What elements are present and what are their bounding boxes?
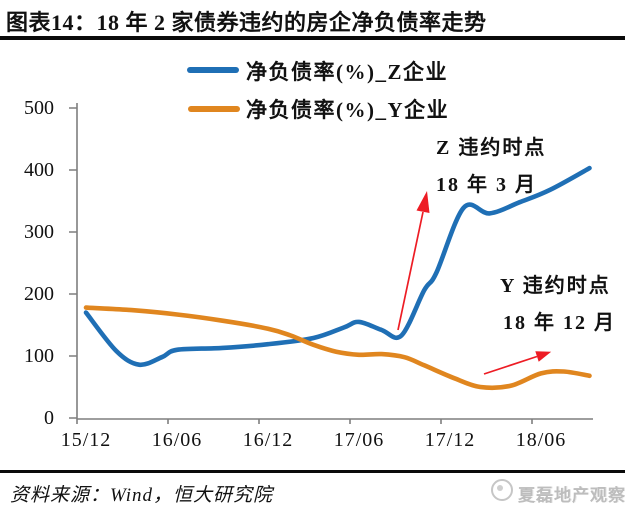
y-tick-label-500: 500 [24,97,54,119]
z-default-annotation-line1: Z 违约时点 [436,137,547,159]
x-tick-label-0: 15/12 [60,429,112,451]
y-tick-label-100: 100 [24,345,54,367]
z-default-annotation-line2: 18 年 3 月 [436,174,537,196]
x-tick-label-2: 16/12 [242,429,294,451]
x-tick-label-4: 17/12 [424,429,476,451]
y-default-annotation-line2: 18 年 12 月 [503,312,616,334]
series-line-y [83,305,592,391]
watermark-logo-icon [491,479,513,501]
legend-label-z: 净负债率(%)_Z企业 [246,60,448,84]
footer-divider [0,470,625,473]
y-tick-label-0: 0 [44,407,54,429]
x-tick-label-3: 17/06 [333,429,385,451]
watermark-text: 夏磊地产观察 [518,486,625,505]
data-source: 资料来源：Wind，恒大研究院 [10,485,274,506]
y-default-arrow [483,351,552,375]
z-default-arrow [397,191,430,331]
figure-title: 图表14：18 年 2 家债券违约的房企净负债率走势 [6,10,487,35]
y-tick-label-200: 200 [24,283,54,305]
y-tick-label-300: 300 [24,221,54,243]
y-tick-label-400: 400 [24,159,54,181]
legend-swatch-y [188,106,240,112]
x-tick-label-5: 18/06 [515,429,567,451]
x-axis-ticks [167,419,533,424]
y-axis-ticks [69,107,77,419]
x-tick-label-1: 16/06 [151,429,203,451]
y-default-annotation-line1: Y 违约时点 [500,275,611,297]
legend-swatch-z [187,67,239,73]
title-divider [0,36,625,40]
legend-label-y: 净负债率(%)_Y企业 [246,98,450,122]
series-line-z [83,165,592,368]
